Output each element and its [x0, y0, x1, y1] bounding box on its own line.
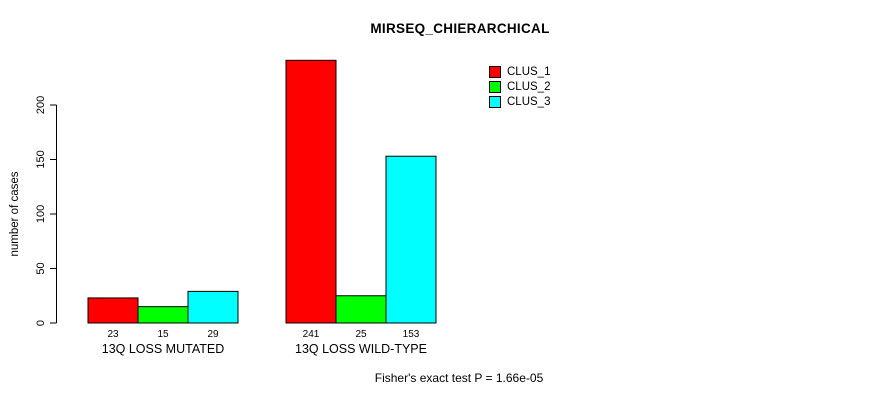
- bar-value-label: 23: [107, 329, 119, 340]
- bar-value-label: 241: [303, 329, 320, 340]
- legend-label: CLUS_2: [507, 80, 551, 93]
- bar-value-label: 29: [207, 329, 219, 340]
- bar: [87, 297, 139, 324]
- bar-value-label: 153: [403, 329, 420, 340]
- y-tick-label: 100: [35, 205, 47, 223]
- y-tick-label: 200: [35, 96, 47, 114]
- legend-swatch: [489, 65, 501, 78]
- bar: [285, 59, 337, 324]
- y-tick-label: 0: [35, 320, 47, 326]
- legend: CLUS_1 CLUS_2 CLUS_3: [489, 64, 550, 109]
- bar: [335, 295, 387, 324]
- chart-title: MIRSEQ_CHIERARCHICAL: [370, 21, 550, 36]
- legend-label: CLUS_1: [507, 65, 551, 78]
- category-label: 13Q LOSS WILD-TYPE: [295, 342, 427, 356]
- fisher-test-note: Fisher's exact test P = 1.66e-05: [374, 371, 544, 385]
- legend-item: CLUS_1: [489, 64, 550, 79]
- bar-value-label: 15: [157, 329, 169, 340]
- bar: [385, 155, 437, 324]
- category-label: 13Q LOSS MUTATED: [102, 342, 224, 356]
- legend-label: CLUS_3: [507, 95, 551, 108]
- bar: [187, 290, 239, 324]
- legend-item: CLUS_2: [489, 79, 550, 94]
- bar: [137, 306, 189, 324]
- y-tick-label: 50: [35, 262, 47, 274]
- bar-value-label: 25: [355, 329, 367, 340]
- legend-item: CLUS_3: [489, 94, 550, 109]
- y-tick-label: 150: [35, 150, 47, 168]
- legend-swatch: [489, 95, 501, 108]
- legend-swatch: [489, 80, 501, 93]
